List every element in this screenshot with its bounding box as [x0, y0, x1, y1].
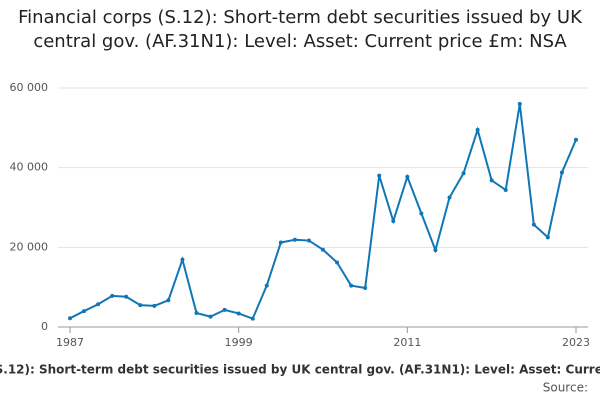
data-point [222, 307, 227, 312]
data-point [110, 293, 115, 298]
data-point [278, 240, 283, 245]
data-point [264, 283, 269, 288]
data-point [208, 314, 213, 319]
data-point [82, 309, 87, 314]
data-point [461, 171, 466, 176]
data-point [433, 248, 438, 253]
data-point [531, 222, 536, 227]
data-point [306, 238, 311, 243]
data-point [447, 195, 452, 200]
data-point [124, 294, 129, 299]
data-point [405, 174, 410, 179]
x-tick-label: 1999 [225, 336, 253, 349]
data-point [335, 260, 340, 265]
chart-title: Financial corps (S.12): Short-term debt … [18, 7, 582, 52]
y-tick-label: 20 000 [10, 240, 49, 253]
y-tick-label: 60 000 [10, 81, 49, 94]
data-point [68, 316, 72, 321]
data-point [363, 285, 368, 290]
data-point [166, 298, 171, 303]
data-point [559, 170, 564, 175]
x-tick-label: 2011 [393, 336, 421, 349]
x-tick-label: 2023 [562, 336, 590, 349]
data-point [377, 173, 382, 178]
data-point [292, 237, 297, 242]
y-tick-label: 0 [41, 320, 48, 333]
source: Source: [543, 381, 588, 395]
data-point [236, 311, 241, 316]
data-point [152, 303, 157, 308]
data-point [574, 137, 578, 142]
data-point [96, 302, 101, 307]
data-point [517, 101, 522, 106]
data-point [250, 316, 255, 321]
data-point [138, 303, 143, 308]
data-point [419, 211, 424, 216]
data-point [349, 283, 354, 288]
data-point [391, 219, 396, 224]
data-point [475, 127, 480, 132]
x-axis-label: Financial corps (S.12): Short-term debt … [0, 363, 600, 377]
x-tick-label: 1987 [56, 336, 84, 349]
data-line [69, 103, 577, 320]
data-point [194, 311, 199, 316]
data-point [180, 257, 185, 262]
y-tick-label: 40 000 [10, 161, 49, 174]
data-point [321, 247, 325, 252]
data-point [489, 178, 494, 183]
data-point [545, 235, 550, 240]
data-point [503, 187, 508, 192]
